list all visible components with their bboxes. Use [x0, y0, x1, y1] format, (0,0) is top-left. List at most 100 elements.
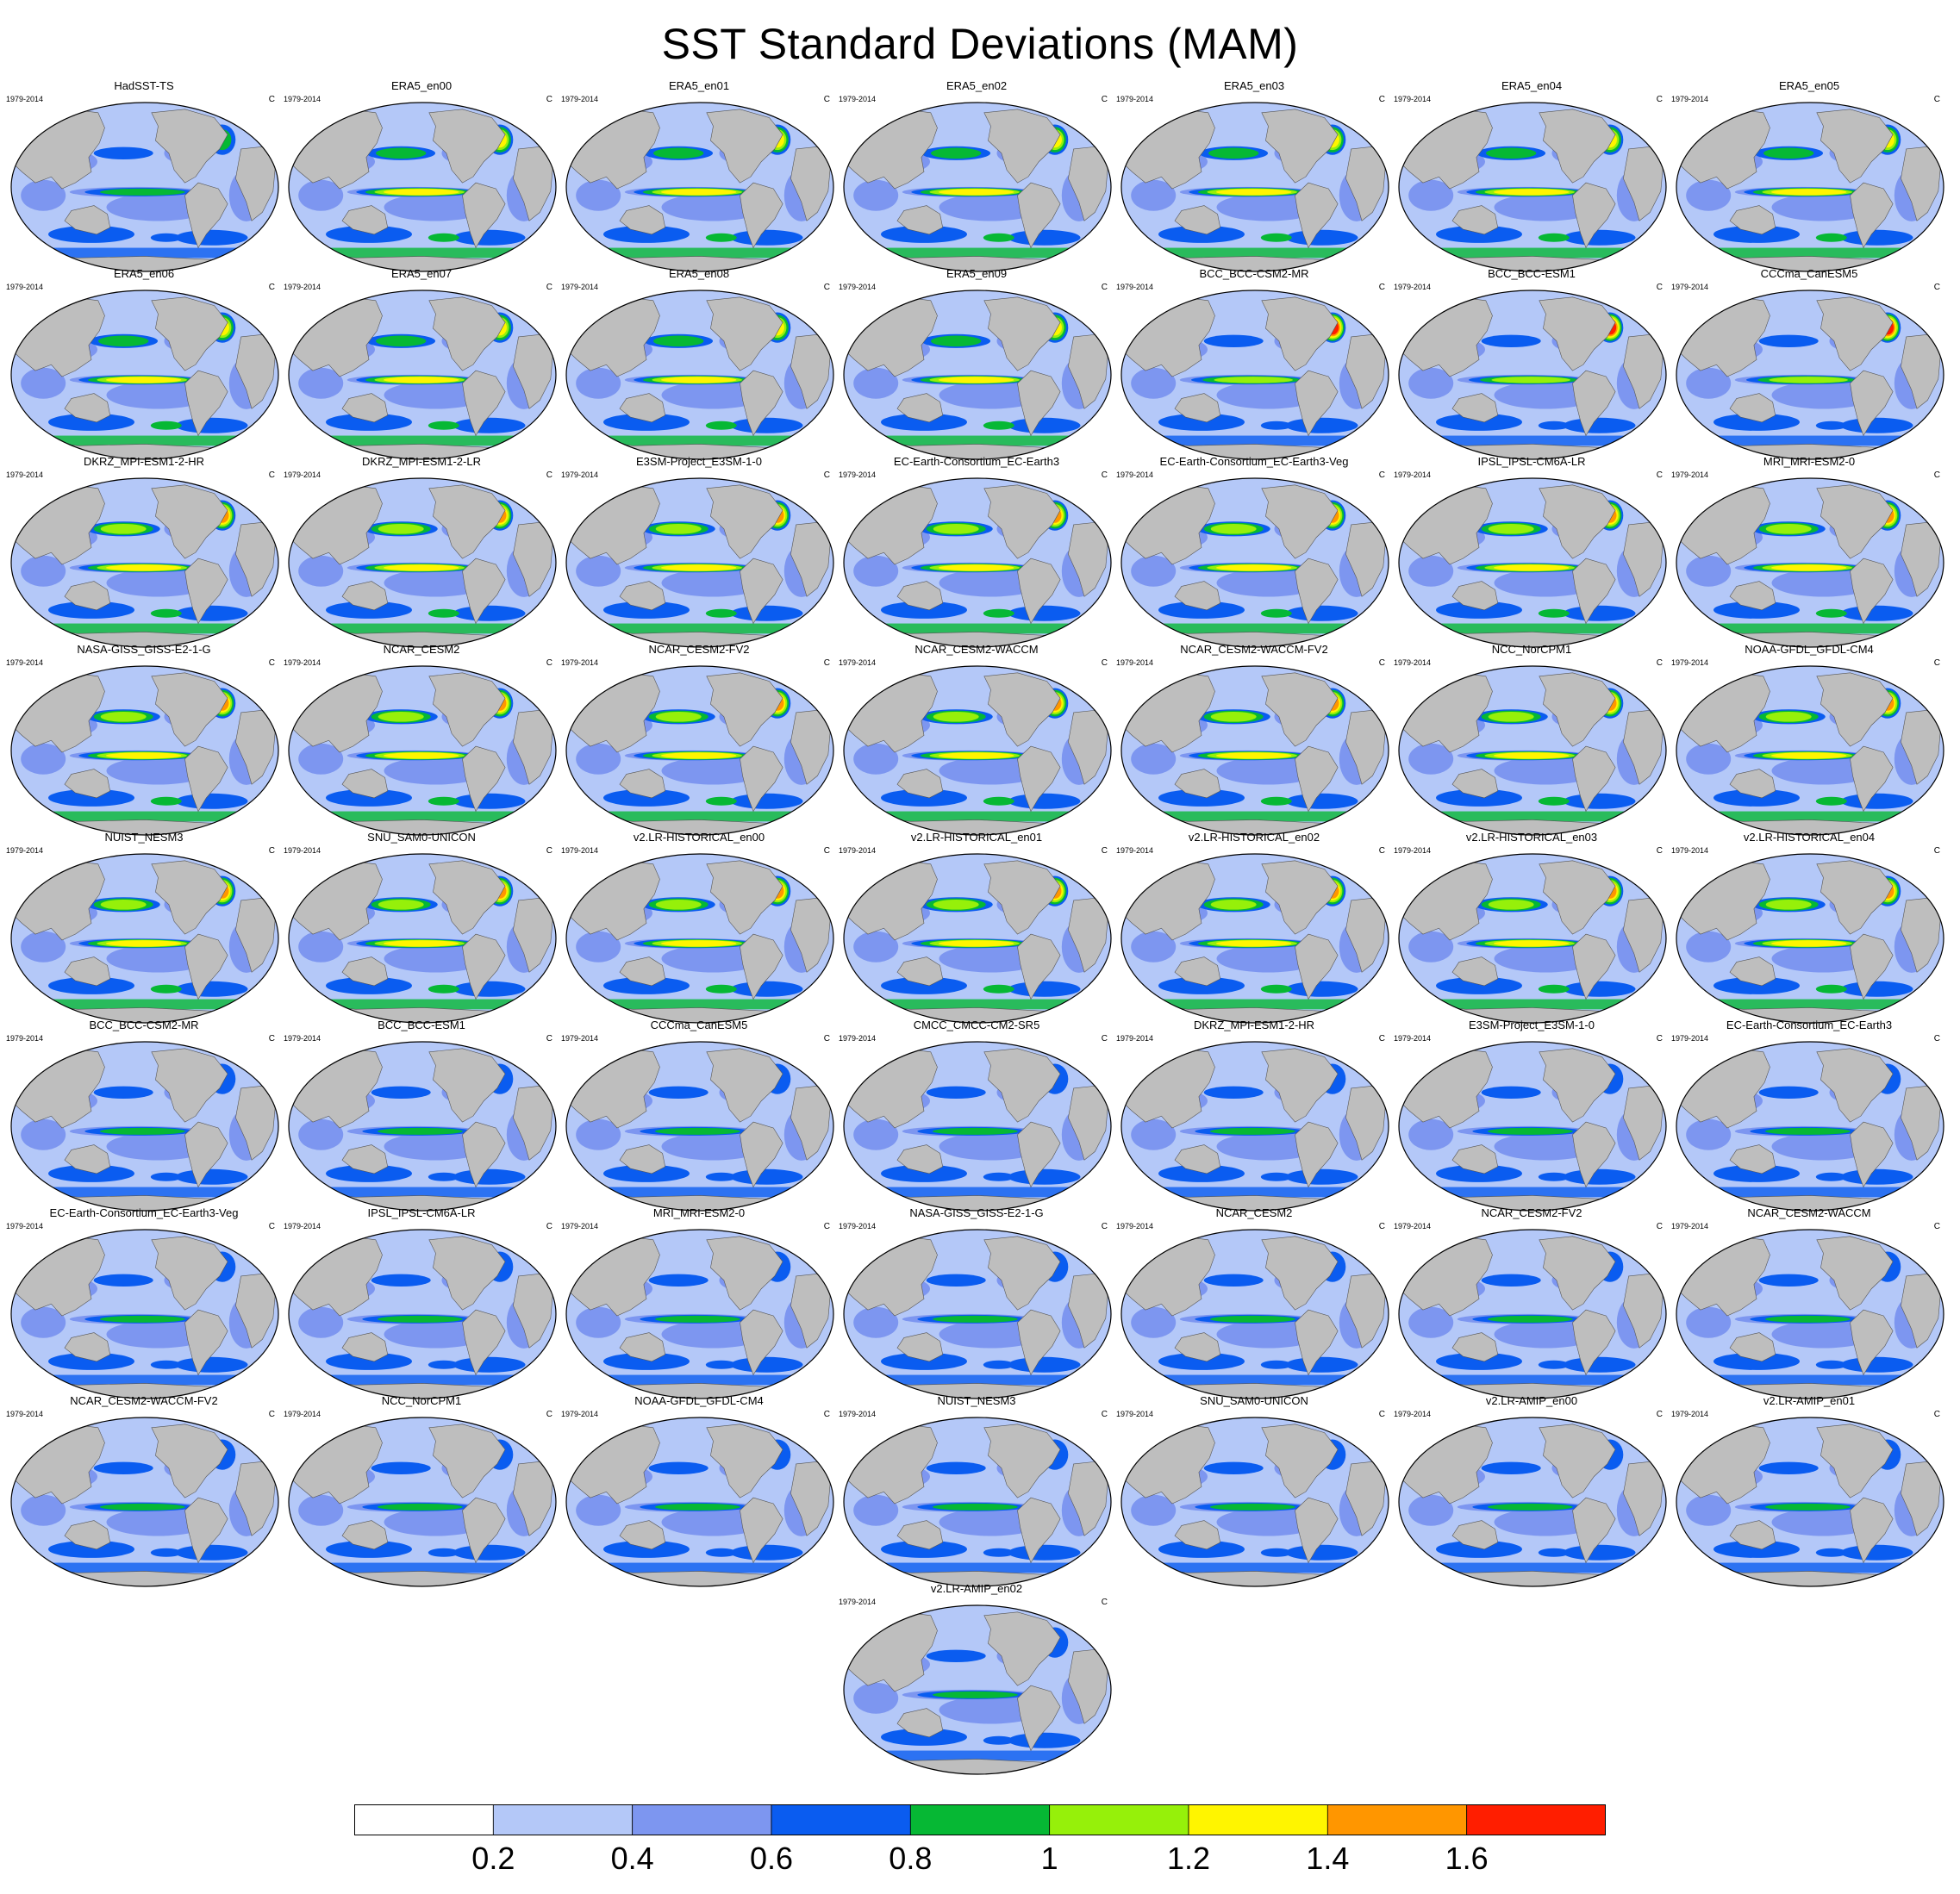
sst-contour: [926, 1086, 986, 1099]
panel-period-label: 1979-2014: [561, 846, 599, 855]
map-panel: NCAR_CESM2 1979-2014 C: [1116, 1206, 1392, 1399]
sst-contour: [106, 940, 182, 947]
map-panel: CMCC_CMCC-CM2-SR5 1979-2014 C: [839, 1019, 1114, 1212]
land-australia: [1729, 956, 1776, 987]
sst-contour: [1488, 711, 1534, 722]
map-outline: [843, 1041, 1112, 1212]
map-svg: [1676, 102, 1944, 272]
land-south-america: [462, 182, 506, 249]
map-panel: NUIST_NESM3 1979-2014 C: [839, 1394, 1114, 1587]
sst-contour: [1481, 334, 1541, 347]
map-outline: [843, 1417, 1112, 1587]
panel-units-label: C: [268, 95, 275, 104]
land-south-america: [462, 933, 506, 1000]
map-svg: [288, 1417, 557, 1587]
sst-contour: [603, 225, 690, 243]
sst-contour: [1408, 367, 1454, 399]
sst-contour: [730, 1356, 803, 1373]
panel-title: v2.LR-HISTORICAL_en01: [910, 831, 1043, 844]
panel-period-label: 1979-2014: [1671, 283, 1709, 291]
sst-contour: [705, 984, 737, 994]
map-svg: [288, 290, 557, 460]
land-australia: [619, 581, 666, 611]
panel-period-label: 1979-2014: [839, 1034, 877, 1043]
sst-contour: [384, 940, 459, 947]
land-australia: [341, 1144, 389, 1174]
land-australia: [1729, 1520, 1776, 1550]
land-south-america: [184, 745, 228, 813]
sst-contour: [1216, 189, 1292, 196]
map-panel: NUIST_NESM3 1979-2014 C: [6, 831, 282, 1024]
map-outline: [10, 102, 279, 272]
land-australia: [341, 393, 389, 423]
map-svg: [843, 1417, 1112, 1587]
land-north-america: [706, 109, 783, 184]
land-south-america: [1295, 558, 1339, 625]
sst-contour: [371, 1086, 431, 1099]
panel-title: ERA5_en02: [946, 79, 1008, 92]
land-australia: [1729, 581, 1776, 611]
map-svg: [288, 853, 557, 1024]
panel-units-label: C: [546, 658, 552, 668]
sst-contour: [1815, 421, 1847, 430]
sst-contour: [1121, 435, 1389, 446]
sst-contour: [1158, 976, 1245, 994]
panel-title: ERA5_en06: [113, 267, 175, 280]
sst-contour: [371, 1461, 431, 1474]
sst-contour: [939, 1320, 1043, 1349]
sst-contour: [881, 788, 967, 807]
sst-contour: [661, 757, 765, 785]
sst-contour: [99, 188, 185, 196]
map-panel: NCAR_CESM2 1979-2014 C: [284, 643, 559, 836]
map-outline: [1120, 665, 1389, 836]
map-outline: [10, 853, 279, 1024]
panel-title: NCAR_CESM2-WACCM: [914, 643, 1039, 656]
sst-contour: [1008, 229, 1081, 246]
panel-period-label: 1979-2014: [1671, 470, 1709, 479]
land-south-america: [1295, 1121, 1339, 1188]
sst-contour: [1494, 569, 1598, 597]
land-south-america: [462, 558, 506, 625]
sst-contour: [576, 931, 621, 963]
panel-units-label: C: [1656, 95, 1663, 104]
map-outline: [1398, 1417, 1667, 1587]
panel-period-label: 1979-2014: [1116, 1410, 1154, 1418]
sst-contour: [1131, 1118, 1177, 1150]
panel-units-label: C: [1656, 658, 1663, 668]
sst-contour: [106, 377, 182, 383]
sst-contour: [47, 413, 134, 431]
page-title: SST Standard Deviations (MAM): [661, 20, 1299, 68]
land-south-america: [1017, 1685, 1061, 1752]
sst-contour: [1488, 523, 1534, 534]
sst-contour: [1210, 711, 1257, 722]
panel-period-label: 1979-2014: [1116, 95, 1154, 103]
land-south-america: [1295, 933, 1339, 1000]
map-outline: [1120, 1041, 1389, 1212]
land-australia: [896, 205, 944, 235]
panel-units-label: C: [823, 846, 830, 856]
sst-contour: [453, 417, 526, 433]
map-outline: [565, 477, 834, 648]
colorbar-tick-label: 1.4: [1306, 1841, 1350, 1876]
sst-contour: [1203, 334, 1264, 347]
map-panel: ERA5_en03 1979-2014 C: [1116, 79, 1392, 272]
map-outline: [1120, 853, 1389, 1024]
sst-contour: [1408, 1118, 1454, 1150]
sst-contour: [1203, 1461, 1264, 1474]
land-australia: [1729, 1332, 1776, 1362]
colorbar-labels: 0.2 0.4 0.6 0.8 1 1.2 1.4 1.6: [0, 1835, 1960, 1878]
sst-contour: [377, 1315, 463, 1323]
map-panel: v2.LR-HISTORICAL_en02 1979-2014 C: [1116, 831, 1392, 1024]
land-south-america: [1850, 558, 1894, 625]
sst-contour: [1260, 1172, 1292, 1181]
land-australia: [341, 1332, 389, 1362]
sst-contour: [384, 757, 488, 785]
map-panel: ERA5_en01 1979-2014 C: [561, 79, 837, 272]
land-north-america: [983, 1611, 1061, 1686]
sst-contour: [853, 367, 899, 399]
panel-title: v2.LR-HISTORICAL_en03: [1465, 831, 1598, 844]
land-north-america: [1539, 1048, 1616, 1123]
land-australia: [341, 769, 389, 799]
map-panel: EC-Earth-Consortium_EC-Earth3-Veg 1979-20…: [6, 1206, 282, 1399]
land-australia: [1174, 956, 1221, 987]
